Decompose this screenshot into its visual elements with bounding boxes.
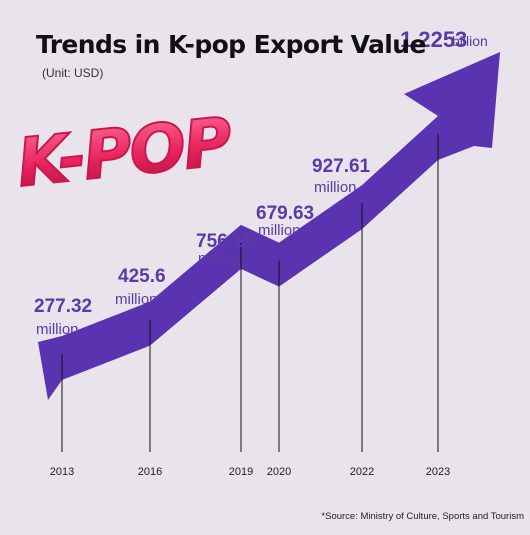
year-tick-labels: 2013 2016 2019 2020 2022 2023 xyxy=(50,466,450,478)
value-label-2016: 425.6 xyxy=(118,266,166,287)
page-title: Trends in K-pop Export Value xyxy=(36,30,426,59)
value-unit-2020: million xyxy=(258,222,301,239)
kpop-logo: K-POP xyxy=(13,102,237,203)
source-note: *Source: Ministry of Culture, Sports and… xyxy=(321,511,524,522)
year-label-2023: 2023 xyxy=(426,466,450,478)
year-label-2022: 2022 xyxy=(350,466,374,478)
svg-text:K-POP: K-POP xyxy=(14,103,236,202)
trend-arrow-body xyxy=(38,52,500,400)
value-label-2020: 679.63 xyxy=(256,203,314,224)
value-label-2022: 927.61 xyxy=(312,156,371,177)
year-label-2019: 2019 xyxy=(229,466,253,478)
value-unit-2023: billion xyxy=(452,33,488,49)
value-unit-2016: million xyxy=(115,291,158,308)
value-label-2019: 756.19 xyxy=(196,231,254,252)
value-unit-2013: million xyxy=(36,321,79,338)
trend-arrow xyxy=(38,52,500,400)
year-label-2016: 2016 xyxy=(138,466,162,478)
unit-label: (Unit: USD) xyxy=(42,66,104,80)
year-label-2013: 2013 xyxy=(50,466,74,478)
value-unit-2022: million xyxy=(314,179,357,196)
value-label-2013: 277.32 xyxy=(34,296,92,317)
value-unit-2019: million xyxy=(198,250,241,267)
value-labels: 277.32million425.6million756.19million67… xyxy=(34,27,488,338)
value-label-2023: 1.2253 xyxy=(400,27,467,52)
year-label-2020: 2020 xyxy=(267,466,291,478)
